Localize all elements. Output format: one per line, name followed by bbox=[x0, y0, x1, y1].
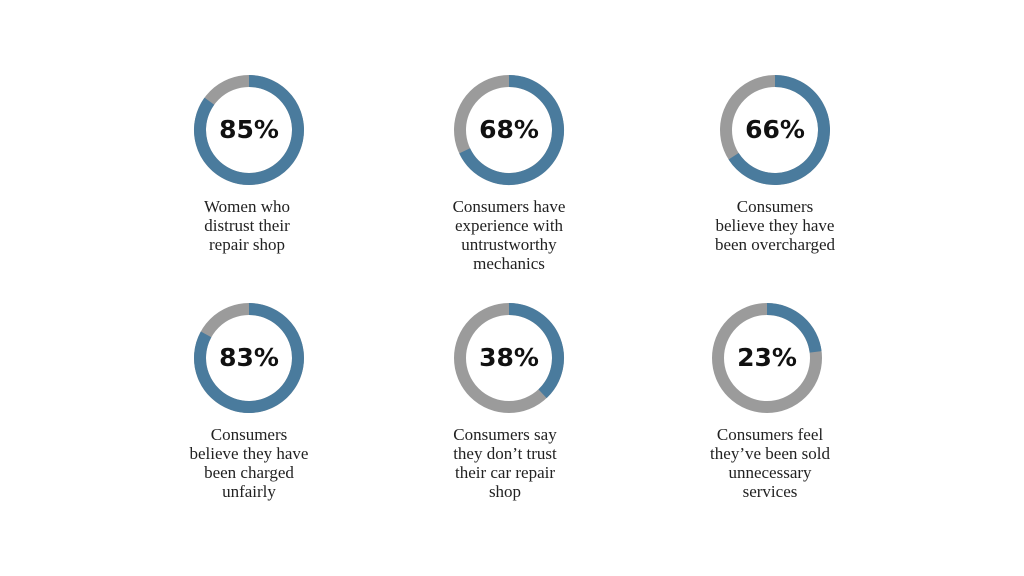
caption: Consumers say bbox=[453, 425, 557, 444]
caption: unfairly bbox=[222, 482, 276, 501]
value-label: 83% bbox=[219, 343, 279, 372]
caption: experience with bbox=[455, 216, 564, 235]
caption: Consumers bbox=[211, 425, 288, 444]
caption: they don’t trust bbox=[453, 444, 557, 463]
value-label: 66% bbox=[745, 115, 805, 144]
value-label: 85% bbox=[219, 115, 279, 144]
caption: repair shop bbox=[209, 235, 285, 254]
value-label: 68% bbox=[479, 115, 539, 144]
value-label: 38% bbox=[479, 343, 539, 372]
caption: mechanics bbox=[473, 254, 545, 273]
caption: been overcharged bbox=[715, 235, 836, 254]
caption: unnecessary bbox=[728, 463, 812, 482]
caption: been charged bbox=[204, 463, 294, 482]
caption: Consumers have bbox=[453, 197, 566, 216]
caption: believe they have bbox=[190, 444, 309, 463]
caption: untrustworthy bbox=[461, 235, 557, 254]
caption: shop bbox=[489, 482, 521, 501]
caption: their car repair bbox=[455, 463, 555, 482]
donut-arc bbox=[194, 75, 304, 185]
caption: Consumers feel bbox=[717, 425, 824, 444]
donut-arc bbox=[508, 303, 564, 399]
donut-arc bbox=[459, 75, 564, 185]
value-label: 23% bbox=[737, 343, 797, 372]
donut-arc bbox=[766, 303, 822, 353]
caption: Women who bbox=[204, 197, 290, 216]
caption: believe they have bbox=[716, 216, 835, 235]
caption: Consumers bbox=[737, 197, 814, 216]
caption: distrust their bbox=[204, 216, 290, 235]
donut-arc bbox=[194, 303, 304, 413]
caption: services bbox=[743, 482, 798, 501]
caption: they’ve been sold bbox=[710, 444, 830, 463]
donut-arc bbox=[728, 75, 830, 185]
